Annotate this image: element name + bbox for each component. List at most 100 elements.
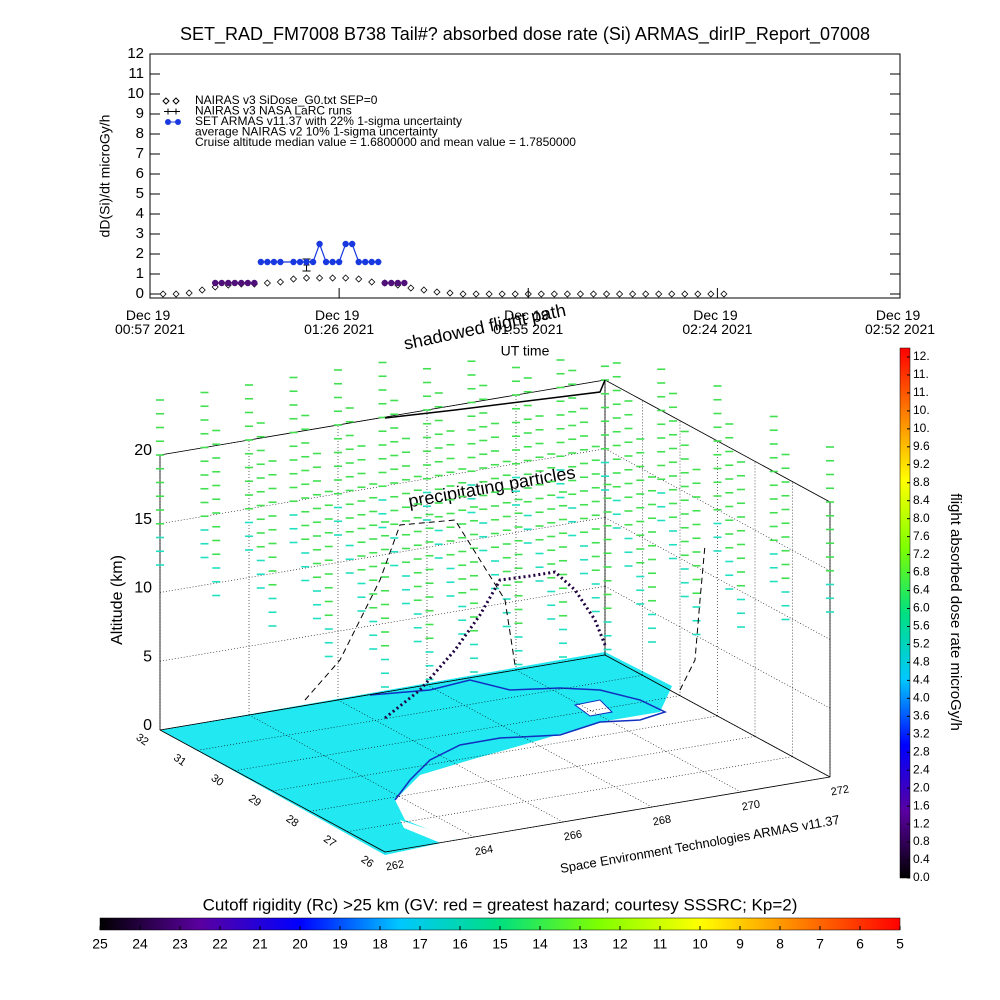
diamond-marker (329, 274, 337, 282)
grid-line (337, 699, 564, 823)
dot-marker (277, 258, 284, 266)
lat-tick-label: 27 (321, 833, 338, 850)
diamond-marker (681, 290, 689, 298)
diamond-marker (485, 290, 493, 298)
colorbars: 12. 11. 11. 10. 10. 9.6 9.2 8.8 8.4 8.0 7.6 7.2 6.8 6… (92, 347, 964, 952)
diamond-marker (459, 290, 467, 298)
lon-tick-label: 264 (474, 843, 494, 858)
legend-symbol (172, 97, 180, 105)
colorbar-tick-label: 15 (492, 936, 508, 952)
y-tick-label: 2 (136, 245, 144, 262)
diamond-marker (511, 290, 519, 298)
ground-map (160, 652, 672, 855)
dot-marker (264, 258, 271, 266)
x-tick-label-line: 00:57 2021 (115, 321, 185, 337)
x-tick-label: Dec 19 01:26 2021 (304, 307, 374, 337)
grid-line (234, 695, 681, 771)
dot-marker (218, 279, 225, 287)
coast-strip (400, 820, 455, 846)
z-tick-label: 10 (134, 580, 152, 597)
z-axis-label: Altitude (km) (109, 555, 126, 645)
legend-label: average NAIRAS v2 10% 1-sigma uncertaint… (195, 125, 438, 139)
diamond-marker (420, 286, 428, 294)
y-tick-label: 3 (136, 225, 144, 242)
x-tick-label-line: Dec 19 (504, 307, 552, 323)
dot-marker (251, 279, 258, 287)
colorbar-tick-label: 0.8 (913, 834, 930, 848)
dot-marker (290, 258, 297, 266)
colorbar-tick-label: 19 (332, 936, 348, 952)
y-tick-label: 9 (136, 105, 144, 122)
colorbar-tick-label: 11 (653, 936, 668, 952)
shadow-path (679, 544, 706, 691)
y-axis-label: dD(Si)/dt microGy/h (97, 115, 113, 238)
x-tick-label-line: 02:52 2021 (865, 321, 935, 337)
dot-marker (296, 258, 304, 266)
colorbar-tick-label: 12. (913, 349, 930, 363)
z-tick-label: 20 (134, 442, 152, 459)
colorbar-tick-label: 2.4 (913, 762, 930, 776)
diamond-marker (524, 290, 532, 298)
grid-line (604, 585, 831, 709)
y-tick-label: 11 (128, 65, 144, 82)
colorbar-tick-label: 10 (692, 936, 708, 952)
diamond-marker (537, 290, 545, 298)
grid-line (604, 517, 831, 640)
legend-label: NAIRAS v3 SiDose_G0.txt SEP=0 (195, 93, 378, 107)
y-tick-label: 12 (127, 45, 144, 62)
colorbar-tick-label: 4.8 (913, 655, 930, 669)
diamond-marker (315, 274, 324, 282)
diamond-marker (694, 290, 702, 298)
dot-marker (316, 240, 323, 248)
diamond-marker (720, 290, 728, 298)
colorbar-tick-label: 0.0 (913, 870, 930, 884)
colorbar-tick-label: 8.8 (913, 475, 930, 489)
dot-marker (322, 258, 330, 266)
diamond-marker (550, 290, 558, 298)
annotation: Cruise altitude median value = 1.6800000… (195, 135, 576, 149)
colorbar (899, 347, 911, 879)
diamond-marker (211, 283, 219, 291)
x-tick-label-line: 01:26 2021 (304, 321, 374, 337)
colorbar-tick-label: 0.4 (913, 852, 930, 866)
x-tick-label: Dec 19 00:57 2021 (115, 307, 185, 337)
coast-island (573, 699, 614, 717)
grid-line (309, 736, 756, 812)
colorbar-tick-label: 7.2 (913, 547, 930, 561)
z-tick-label: 0 (143, 717, 152, 734)
diamond-marker (446, 289, 454, 297)
legend-symbol (165, 119, 171, 125)
dot-marker (394, 279, 402, 287)
lon-tick-label: 266 (563, 828, 583, 843)
colorbar-tick-label: 16 (452, 936, 468, 952)
lat-tick-label: 32 (134, 731, 151, 748)
colorbar-tick-label: 20 (292, 936, 308, 952)
diamond-marker (433, 288, 441, 296)
colorbar-tick-label: 6 (856, 936, 864, 952)
dot-marker (342, 240, 349, 248)
diamond-marker (589, 290, 598, 298)
diamond-marker (276, 278, 285, 286)
colorbar-tick-label: 11. (913, 385, 929, 399)
flight-path (384, 570, 607, 720)
y-tick-label: 6 (136, 165, 144, 182)
colorbar-tick-label: 12 (612, 936, 628, 952)
dot-marker (309, 258, 317, 266)
coastline (369, 679, 668, 801)
dot-marker (401, 279, 408, 287)
colorbar-tick-label: 8.0 (913, 511, 930, 525)
diamond-marker (342, 274, 350, 282)
colorbar-tick-label: 22 (212, 936, 228, 952)
diamond-marker (159, 290, 167, 298)
colorbar-tick-label: 18 (372, 936, 388, 952)
colorbar-tick-label: 11. (913, 367, 929, 381)
lon-tick-label: 268 (652, 813, 672, 828)
y-tick-label: 4 (136, 205, 144, 222)
y-tick-label: 0 (136, 285, 144, 302)
plot-frame (149, 53, 901, 299)
colorbar-tick-label: 7.6 (913, 529, 930, 543)
dot-marker (381, 279, 388, 287)
diamond-marker (668, 290, 676, 298)
colorbar-tick-label: 25 (92, 936, 108, 952)
diamond-marker (655, 290, 663, 298)
